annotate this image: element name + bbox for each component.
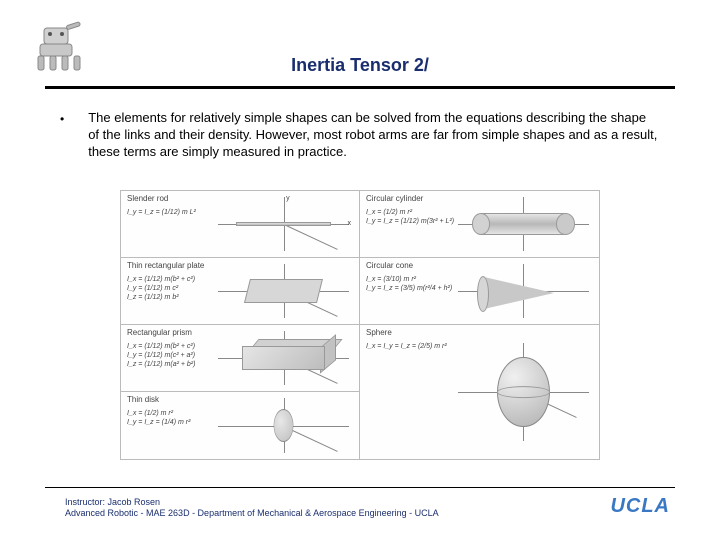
cell-cone: Circular cone I_x = (3/10) m r² I_y = I_… [360, 258, 599, 325]
disk-icon [274, 409, 294, 442]
figure-grid: Slender rod I_y = I_z = (1/12) m L² y x … [120, 190, 600, 460]
cell-rod: Slender rod I_y = I_z = (1/12) m L² y x [121, 191, 360, 258]
cell-prism: Rectangular prism I_x = (1/12) m(b² + c²… [121, 325, 360, 392]
cell-eq: I_x = (1/12) m(b² + c²) I_y = (1/12) m c… [127, 276, 195, 302]
cell-plate: Thin rectangular plate I_x = (1/12) m(b²… [121, 258, 360, 325]
shape-rod: y x [218, 197, 349, 251]
cell-eq: I_x = (1/12) m(b² + c²) I_y = (1/12) m(c… [127, 343, 195, 369]
header: Inertia Tensor 2/ [0, 0, 720, 90]
cell-cylinder: Circular cylinder I_x = (1/2) m r² I_y =… [360, 191, 599, 258]
footer-line2: Advanced Robotic - MAE 263D - Department… [65, 508, 439, 520]
cone-icon [484, 277, 554, 309]
cell-eq: I_x = (1/2) m r² I_y = I_z = (1/12) m(3r… [366, 209, 454, 227]
shape-sphere [458, 343, 589, 441]
shape-prism [218, 331, 349, 385]
cell-sphere: Sphere I_x = I_y = I_z = (2/5) m r² [360, 325, 599, 459]
cell-disk: Thin disk I_x = (1/2) m r² I_y = I_z = (… [121, 392, 360, 459]
bullet-marker: • [60, 110, 64, 128]
cell-label: Circular cone [366, 261, 413, 270]
slide: Inertia Tensor 2/ • The elements for rel… [0, 0, 720, 540]
ucla-logo: UCLA [610, 495, 670, 518]
cell-label: Thin rectangular plate [127, 261, 204, 270]
body: • The elements for relatively simple sha… [60, 110, 660, 161]
footer: Instructor: Jacob Rosen Advanced Robotic… [65, 497, 439, 520]
shape-plate [218, 264, 349, 318]
rod-icon [236, 222, 330, 225]
shape-cylinder [458, 197, 589, 251]
cell-eq: I_x = (1/2) m r² I_y = I_z = (1/4) m r² [127, 410, 190, 428]
cylinder-icon [481, 213, 565, 235]
footer-rule [45, 487, 675, 488]
shape-disk [218, 398, 349, 453]
prism-icon [242, 346, 326, 370]
cell-label: Sphere [366, 328, 392, 337]
page-title: Inertia Tensor 2/ [0, 55, 720, 76]
cell-label: Rectangular prism [127, 328, 192, 337]
cell-eq: I_x = (3/10) m r² I_y = I_z = (3/5) m(r²… [366, 276, 452, 294]
inertia-figure: Slender rod I_y = I_z = (1/12) m L² y x … [120, 190, 600, 460]
bullet-item: • The elements for relatively simple sha… [60, 110, 660, 161]
footer-line1: Instructor: Jacob Rosen [65, 497, 439, 509]
plate-icon [244, 279, 323, 303]
title-rule [45, 86, 675, 89]
cell-eq: I_y = I_z = (1/12) m L² [127, 209, 196, 218]
cell-label: Thin disk [127, 395, 159, 404]
shape-cone [458, 264, 589, 318]
bullet-text: The elements for relatively simple shape… [88, 110, 660, 161]
cell-label: Slender rod [127, 194, 168, 203]
cell-label: Circular cylinder [366, 194, 423, 203]
cell-eq: I_x = I_y = I_z = (2/5) m r² [366, 343, 447, 352]
